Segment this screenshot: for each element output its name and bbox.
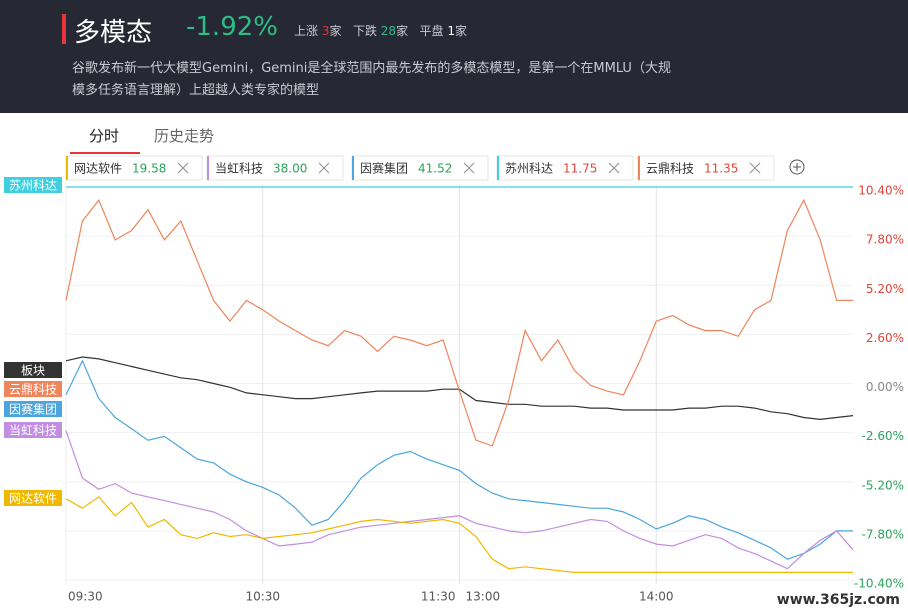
close-icon (318, 162, 330, 174)
y-tick-label: -5.20% (862, 478, 904, 492)
chip-name: 因赛集团 (360, 161, 408, 176)
chip-name: 当虹科技 (215, 162, 263, 176)
x-tick-label: 11:30 (421, 590, 456, 604)
chip-name: 云鼎科技 (646, 162, 694, 176)
y-tick-label: -2.60% (862, 429, 904, 443)
tab[interactable]: 历史走势 (154, 127, 215, 145)
change: -1.92% (186, 12, 278, 42)
x-tick-label: 14:00 (639, 590, 674, 604)
series-label-bg (4, 362, 62, 378)
series-label-bg (4, 177, 62, 193)
title: 多模态 (74, 18, 153, 48)
chip-name: 网达软件 (74, 162, 122, 176)
series-line (65, 198, 853, 447)
chip-price: 11.35 (704, 162, 738, 176)
close-icon (749, 162, 761, 174)
series-label-bg (4, 490, 62, 506)
y-tick-label: -7.80% (862, 527, 904, 541)
chip-price: 11.75 (563, 162, 597, 176)
x-tick-label: 10:30 (245, 590, 280, 604)
unit: 家 (455, 24, 468, 38)
unit: 家 (396, 24, 409, 38)
series-label: 云鼎科技 (9, 383, 57, 397)
tab-underline (70, 152, 140, 154)
add-button[interactable] (789, 159, 805, 175)
chip-name: 苏州科达 (505, 162, 553, 176)
close-icon (177, 162, 189, 174)
y-tick-label: 0.00% (866, 380, 904, 394)
description: 谷歌发布新一代大模型Gemini，Gemini是全球范围内最先发布的多模态模型，… (72, 61, 671, 98)
series-label: 因赛集团 (9, 402, 57, 417)
chip (496, 155, 634, 181)
series-line (65, 496, 853, 573)
flat-label: 平盘 (419, 24, 444, 38)
flat-count: 1 (447, 24, 456, 38)
chip-color (66, 156, 68, 180)
down-label: 下跌 (352, 24, 377, 38)
series-label-bg (4, 401, 62, 417)
up-label: 上涨 (294, 24, 319, 38)
close-icon (608, 162, 620, 174)
series-label: 板块 (21, 364, 45, 378)
accent-bar (62, 14, 66, 44)
close-icon (463, 162, 475, 174)
chip-color (497, 156, 499, 180)
chip (65, 155, 203, 181)
x-tick-label: 09:30 (68, 590, 103, 604)
chip-price: 19.58 (132, 162, 166, 176)
breadth: 上涨 3家 下跌 28家 平盘 1家 (294, 22, 467, 39)
add-icon (789, 159, 805, 175)
tab[interactable]: 分时 (89, 127, 120, 145)
watermark: www.365jz.com (776, 592, 900, 608)
series-label: 苏州科达 (9, 179, 57, 193)
header: 多模态 -1.92% 上涨 3家 下跌 28家 平盘 1家 谷歌发布新一代大模型… (0, 0, 908, 113)
chip-price: 41.52 (418, 162, 452, 176)
y-tick-label: 2.60% (866, 331, 904, 345)
y-tick-label: 7.80% (866, 233, 904, 247)
chip-close[interactable] (608, 162, 620, 174)
chip (206, 155, 344, 181)
y-tick-label: 10.40% (858, 184, 904, 198)
chip-color (638, 156, 640, 180)
chip-close[interactable] (463, 162, 475, 174)
chip (351, 155, 489, 181)
chip-close[interactable] (318, 162, 330, 174)
chip-price: 38.00 (273, 162, 307, 176)
series-label-bg (4, 381, 62, 397)
series-label: 网达软件 (9, 492, 57, 506)
series-label: 当虹科技 (9, 424, 57, 438)
x-tick-label: 13:00 (466, 590, 501, 604)
series-line (65, 359, 853, 560)
up-count: 3 (321, 24, 330, 38)
y-tick-label: 5.20% (866, 282, 904, 296)
series-label-bg (4, 422, 62, 438)
chip-color (352, 156, 354, 180)
chip-color (207, 156, 209, 180)
unit: 家 (329, 24, 342, 38)
down-count: 28 (380, 24, 397, 38)
chip (637, 155, 775, 181)
chip-close[interactable] (749, 162, 761, 174)
series-line (65, 430, 854, 570)
chip-close[interactable] (177, 162, 189, 174)
y-tick-label: -10.40% (854, 577, 904, 591)
